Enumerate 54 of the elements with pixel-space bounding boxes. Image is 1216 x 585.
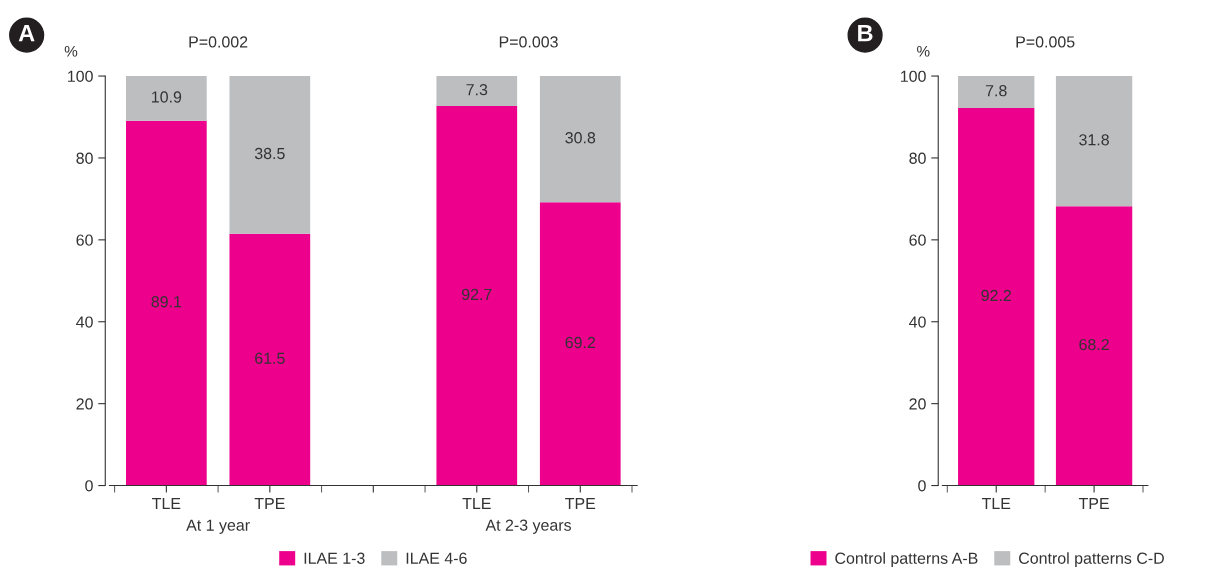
- y-tick-label: 40: [909, 316, 926, 328]
- data-label: 61.5: [255, 352, 285, 364]
- data-label: 7.8: [985, 85, 1007, 97]
- y-tick-label: 100: [68, 70, 93, 82]
- legend-label: Control patterns C-D: [1019, 552, 1164, 568]
- data-label: 30.8: [565, 132, 596, 144]
- data-label: 92.7: [462, 288, 492, 301]
- data-label: 10.9: [152, 91, 182, 103]
- data-label: 92.2: [981, 289, 1011, 302]
- bar: [126, 120, 207, 486]
- legend-label: ILAE 4-6: [406, 552, 467, 564]
- text: B: [858, 24, 873, 42]
- legend-label: Control patterns A-B: [835, 552, 978, 568]
- bar: [126, 76, 207, 121]
- data-label: 7.3: [466, 83, 488, 96]
- text: At 1 year: [186, 519, 250, 534]
- x-tick-label: TLE: [152, 497, 181, 509]
- data-label: 89.1: [151, 296, 182, 308]
- bar: [436, 105, 518, 486]
- x-tick-label: TPE: [565, 497, 596, 509]
- y-tick-label: 100: [901, 70, 926, 82]
- bar: [229, 233, 311, 486]
- bar: [436, 76, 518, 106]
- y-tick-label: 0: [918, 480, 926, 492]
- data-label: 31.8: [1079, 134, 1109, 146]
- bar: [1055, 76, 1133, 207]
- bar: [539, 76, 621, 203]
- x-tick-label: TLE: [462, 497, 491, 509]
- legend-label: ILAE 1-3: [304, 552, 365, 564]
- y-tick-label: 20: [76, 398, 93, 410]
- bar: [539, 202, 621, 486]
- data-label: 68.2: [1079, 338, 1109, 351]
- data-label: 69.2: [565, 336, 596, 349]
- text: P=0.003: [499, 36, 558, 48]
- x-tick-label: TPE: [254, 497, 285, 509]
- y-tick-label: 80: [909, 152, 926, 164]
- y-axis-title: %: [64, 45, 78, 57]
- text: P=0.005: [1016, 36, 1075, 48]
- text: P=0.002: [189, 36, 248, 48]
- text: At 2-3 years: [485, 519, 572, 534]
- y-tick-label: 60: [909, 234, 926, 246]
- y-tick-label: 0: [85, 480, 93, 492]
- text: A: [18, 24, 35, 42]
- x-tick-label: TLE: [981, 497, 1011, 509]
- y-tick-label: 20: [909, 398, 926, 410]
- y-tick-label: 60: [76, 234, 93, 246]
- bar: [1055, 206, 1133, 486]
- y-tick-label: 80: [76, 152, 93, 164]
- y-axis-title: %: [917, 45, 930, 57]
- bar: [229, 76, 311, 234]
- x-tick-label: TPE: [1078, 497, 1109, 509]
- y-tick-label: 40: [76, 316, 93, 328]
- bar: [958, 76, 1035, 108]
- data-label: 38.5: [254, 147, 285, 160]
